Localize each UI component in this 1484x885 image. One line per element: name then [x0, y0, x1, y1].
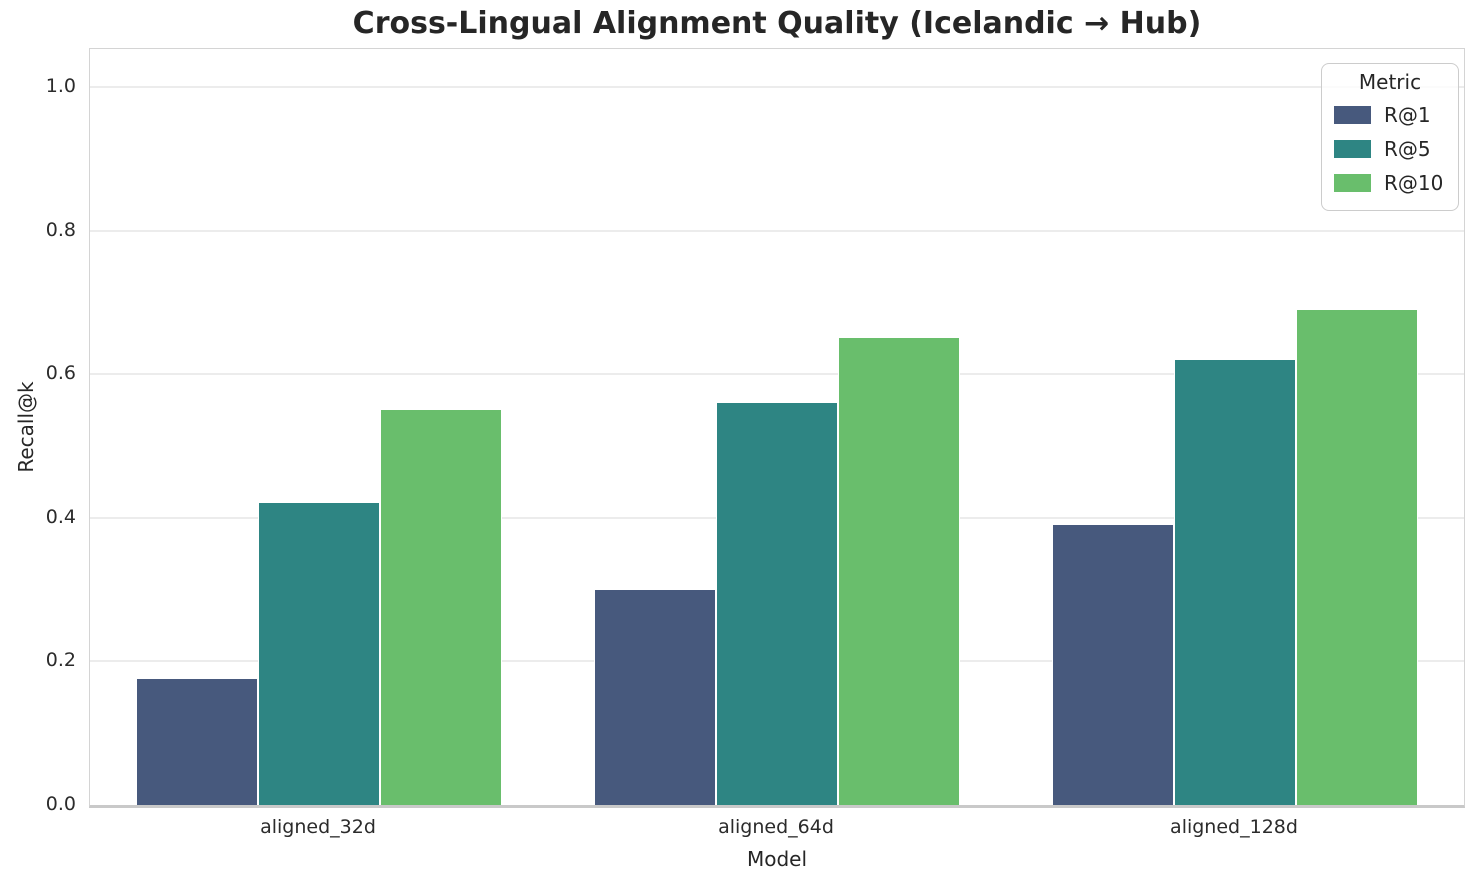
plot-area: Metric R@1 R@5 R@10 [89, 48, 1465, 808]
legend-item: R@10 [1322, 166, 1458, 200]
chart-title: Cross-Lingual Alignment Quality (Iceland… [352, 6, 1202, 41]
bar-aligned_32d-R@1 [135, 679, 258, 805]
legend-swatch [1334, 106, 1371, 124]
y-tick-label: 0.4 [45, 505, 76, 528]
legend-label: R@1 [1384, 103, 1431, 127]
y-tick-label: 0.8 [45, 218, 76, 241]
y-tick-label: 0.6 [45, 362, 76, 385]
y-tick-label: 0.0 [45, 793, 76, 815]
bar-aligned_32d-R@10 [380, 410, 503, 805]
legend-label: R@10 [1384, 171, 1444, 195]
x-axis-label: Model [746, 847, 808, 871]
gridline [90, 86, 1464, 88]
bar-aligned_128d-R@10 [1296, 309, 1419, 805]
y-axis-label: Recall@k [14, 381, 38, 473]
bar-aligned_64d-R@5 [715, 402, 839, 805]
bar-aligned_64d-R@10 [838, 338, 961, 805]
bar-aligned_64d-R@1 [593, 589, 716, 805]
x-tick-label: aligned_64d [718, 816, 834, 838]
legend-items: R@1 R@5 R@10 [1322, 98, 1458, 200]
x-tick-label: aligned_32d [260, 816, 376, 838]
legend: Metric R@1 R@5 R@10 [1321, 63, 1459, 211]
bar-aligned_128d-R@1 [1051, 524, 1174, 805]
legend-item: R@1 [1322, 98, 1458, 132]
legend-swatch [1334, 140, 1371, 158]
legend-label: R@5 [1384, 137, 1431, 161]
x-tick-label: aligned_128d [1170, 816, 1298, 838]
legend-title: Metric [1358, 70, 1422, 94]
bar-aligned_32d-R@5 [257, 503, 381, 805]
gridline [90, 229, 1464, 232]
gridline [90, 373, 1464, 376]
legend-item: R@5 [1322, 132, 1458, 166]
bar-aligned_128d-R@5 [1173, 359, 1297, 805]
y-tick-label: 1.0 [45, 75, 76, 97]
legend-swatch [1334, 174, 1371, 192]
y-tick-label: 0.2 [45, 649, 76, 672]
